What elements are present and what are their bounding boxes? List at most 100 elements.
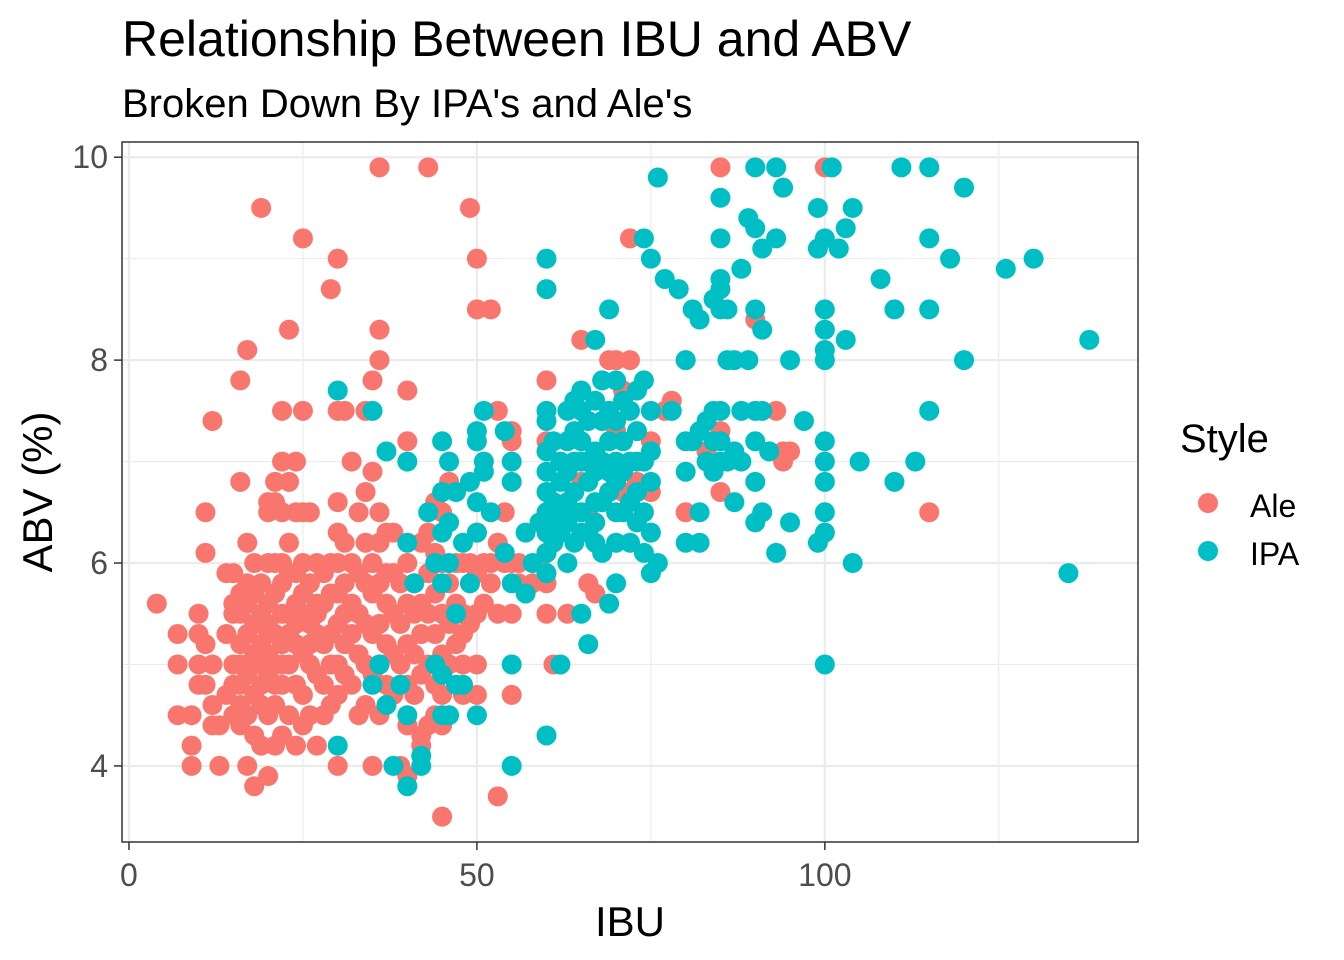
data-point-ale [195, 634, 216, 655]
data-point-ipa [571, 603, 592, 624]
data-point-ale [557, 603, 578, 624]
data-point-ipa [821, 157, 842, 178]
data-point-ipa [327, 735, 348, 756]
data-point-ipa [654, 268, 675, 289]
data-point-ipa [689, 532, 710, 553]
data-point-ale [362, 370, 383, 391]
data-point-ipa [884, 471, 905, 492]
data-point-ipa [814, 319, 835, 340]
data-point-ipa [814, 431, 835, 452]
data-point-ipa [599, 299, 620, 320]
data-point-ale [710, 157, 731, 178]
data-point-ipa [773, 177, 794, 198]
data-point-ipa [585, 390, 606, 411]
data-point-ale [272, 502, 293, 523]
data-point-ipa [633, 502, 654, 523]
data-point-ale [466, 684, 487, 705]
data-point-ale [487, 603, 508, 624]
data-point-ipa [633, 228, 654, 249]
data-point-ipa [842, 197, 863, 218]
data-point-ale [167, 705, 188, 726]
data-point-ipa [710, 400, 731, 421]
data-point-ipa [466, 705, 487, 726]
data-point-ipa [613, 431, 634, 452]
data-point-ipa [369, 654, 390, 675]
data-point-ale [167, 624, 188, 645]
data-point-ipa [480, 502, 501, 523]
data-point-ipa [606, 573, 627, 594]
data-point-ipa [397, 451, 418, 472]
data-point-ale [466, 299, 487, 320]
data-point-ale [223, 563, 244, 584]
y-axis-title: ABV (%) [14, 411, 61, 572]
data-point-ipa [452, 532, 473, 553]
data-point-ipa [397, 776, 418, 797]
data-point-ale [167, 654, 188, 675]
data-point-ale [188, 603, 209, 624]
data-point-ale [501, 684, 522, 705]
y-tick-label: 4 [90, 748, 108, 784]
data-point-ipa [689, 502, 710, 523]
data-point-ale [181, 735, 202, 756]
data-point-ale [425, 624, 446, 645]
data-point-ipa [439, 451, 460, 472]
data-point-ipa [919, 299, 940, 320]
data-point-ipa [578, 634, 599, 655]
data-point-ipa [731, 451, 752, 472]
data-point-ipa [459, 471, 480, 492]
data-point-ale [251, 735, 272, 756]
data-point-ale [355, 695, 376, 716]
data-point-ipa [536, 410, 557, 431]
data-point-ipa [1023, 248, 1044, 269]
data-point-ipa [752, 502, 773, 523]
data-point-ale [320, 279, 341, 300]
data-point-ipa [376, 695, 397, 716]
data-point-ale [237, 339, 258, 360]
data-point-ipa [571, 502, 592, 523]
data-point-ale [279, 532, 300, 553]
data-point-ale [710, 482, 731, 502]
data-point-ale [327, 248, 348, 269]
data-point-ipa [397, 705, 418, 726]
data-point-ipa [515, 583, 536, 604]
data-point-ale [348, 502, 369, 523]
data-point-ale [209, 755, 230, 776]
data-point-ipa [418, 502, 439, 523]
data-point-ale [487, 786, 508, 807]
data-point-ipa [745, 431, 766, 452]
data-point-ipa [766, 157, 787, 178]
data-point-ale [480, 299, 501, 320]
data-point-ipa [571, 380, 592, 401]
data-point-ipa [640, 522, 661, 543]
legend-label-ale: Ale [1250, 488, 1296, 524]
data-point-ale [606, 350, 627, 371]
legend: Style Ale IPA [1180, 417, 1300, 572]
data-point-ipa [675, 350, 696, 371]
data-point-ale [237, 532, 258, 553]
data-point-ipa [397, 532, 418, 553]
data-point-ipa [954, 350, 975, 371]
data-point-ale [279, 654, 300, 675]
y-tick-label: 10 [72, 139, 108, 175]
data-point-ale [620, 228, 640, 249]
data-point-ipa [585, 512, 606, 533]
data-point-ale [251, 573, 272, 594]
data-point-ale [369, 319, 390, 340]
data-point-ale [265, 471, 286, 492]
data-point-ale [919, 502, 940, 523]
legend-key-ale [1198, 493, 1218, 513]
data-point-ale [299, 573, 320, 594]
data-point-ipa [515, 522, 536, 543]
data-point-ipa [814, 471, 835, 492]
data-point-ipa [327, 380, 348, 401]
data-point-ipa [578, 410, 599, 431]
data-point-ipa [995, 258, 1016, 279]
data-point-ipa [710, 187, 731, 208]
data-point-ipa [501, 755, 522, 776]
data-point-ale [272, 451, 293, 472]
data-point-ipa [759, 441, 780, 462]
data-point-ipa [494, 542, 515, 563]
data-point-ale [480, 553, 501, 574]
data-point-ale [230, 471, 251, 492]
